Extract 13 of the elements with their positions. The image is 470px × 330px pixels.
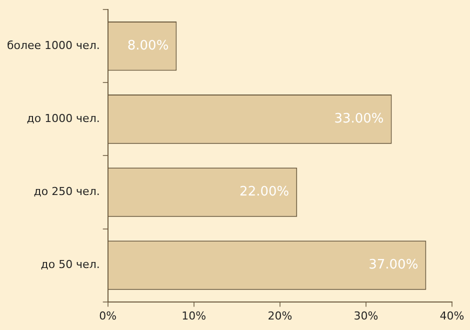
- y-tick-label: до 250 чел.: [34, 185, 100, 198]
- x-tick-label: 0%: [99, 309, 117, 322]
- x-tick-label: 30%: [354, 309, 378, 322]
- y-tick-label: до 50 чел.: [40, 258, 100, 272]
- data-label: 33.00%: [334, 112, 384, 127]
- x-tick-label: 20%: [268, 309, 292, 322]
- x-tick-label: 10%: [182, 309, 206, 322]
- data-label: 22.00%: [240, 184, 290, 200]
- y-tick-label: более 1000 чел.: [6, 38, 100, 52]
- data-label: 37.00%: [368, 258, 418, 273]
- data-label: 8.00%: [127, 38, 169, 54]
- y-tick-label: до 1000 чел.: [26, 112, 100, 126]
- x-tick-label: 40%: [440, 309, 464, 322]
